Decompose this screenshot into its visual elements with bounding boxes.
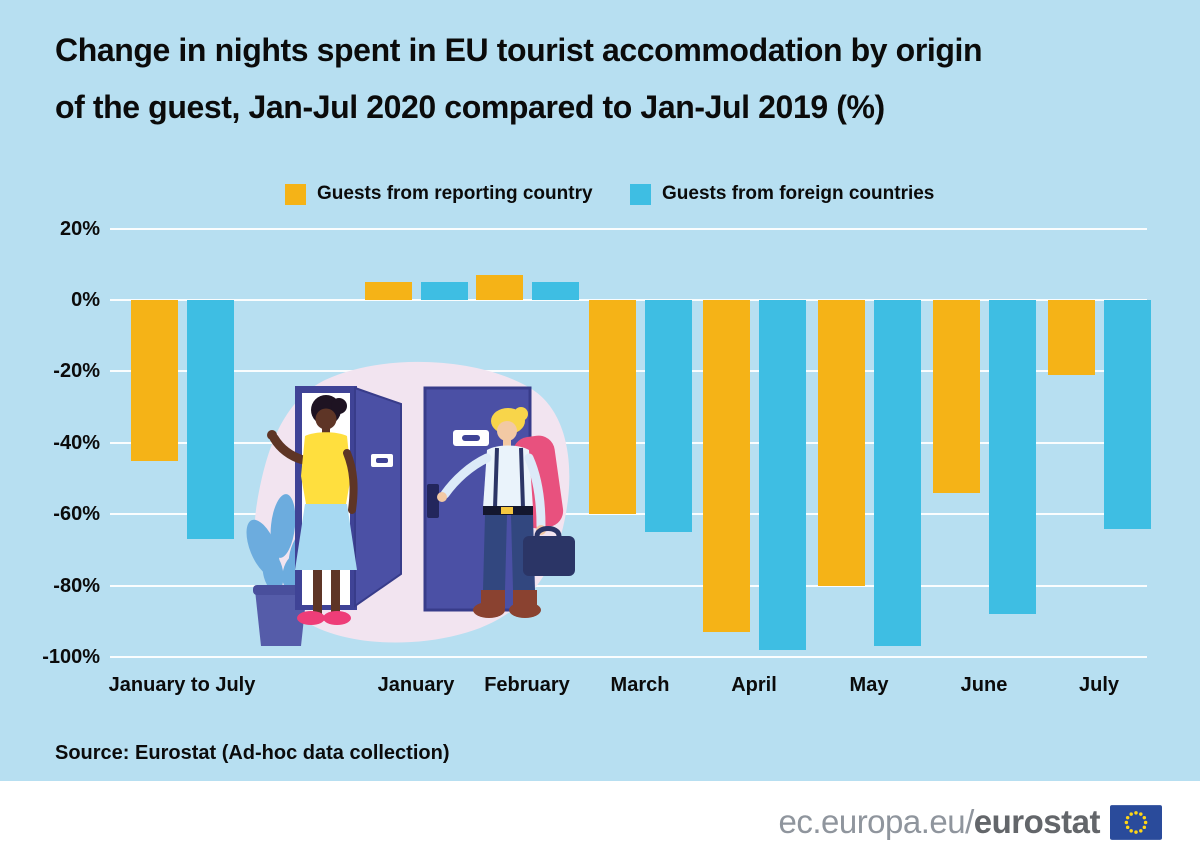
footer-url-bold: eurostat	[973, 803, 1101, 840]
x-axis-label: June	[960, 674, 1008, 696]
x-axis-label: May	[849, 674, 889, 696]
bar-april-foreign	[759, 300, 806, 650]
host-figure	[267, 395, 358, 625]
bar-may-reporting	[818, 300, 865, 586]
bar-june-reporting	[933, 300, 980, 493]
legend-swatch-reporting-country	[285, 183, 306, 205]
bar-january-to-july-foreign	[187, 300, 234, 539]
legend-label-foreign-countries: Guests from foreign countries	[662, 183, 935, 204]
legend-swatch-foreign-countries	[630, 183, 651, 205]
gridline	[110, 656, 1147, 659]
footer-url: ec.europa.eu/eurostat	[778, 803, 1100, 841]
legend-item-foreign-countries: Guests from foreign countries	[630, 183, 934, 205]
footer-branding: ec.europa.eu/eurostat	[778, 803, 1162, 841]
bar-june-foreign	[989, 300, 1036, 614]
footer-url-regular: ec.europa.eu/	[778, 803, 974, 840]
bar-july-foreign	[1104, 300, 1151, 529]
x-axis-label: July	[1078, 674, 1120, 696]
legend: Guests from reporting country Guests fro…	[0, 183, 1200, 209]
x-axis-label: March	[610, 674, 670, 696]
gridline	[110, 513, 1147, 516]
footer: ec.europa.eu/eurostat	[0, 781, 1200, 863]
y-axis-label: -40%	[53, 431, 100, 454]
y-axis-label: -80%	[53, 574, 100, 597]
bar-july-reporting	[1048, 300, 1095, 375]
bar-january-foreign	[421, 282, 468, 300]
chart-title-line2: of the guest, Jan-Jul 2020 compared to J…	[55, 89, 885, 125]
legend-item-reporting-country: Guests from reporting country	[285, 183, 593, 205]
y-axis-label: 20%	[59, 217, 100, 240]
bar-april-reporting	[703, 300, 750, 632]
x-axis-label: January to July	[108, 674, 256, 696]
legend-label-reporting-country: Guests from reporting country	[317, 183, 593, 204]
gridline	[110, 584, 1147, 587]
chart-title: Change in nights spent in EU tourist acc…	[55, 22, 983, 136]
x-axis-label: April	[731, 674, 777, 696]
y-axis-label: 0%	[71, 289, 100, 311]
bar-february-foreign	[532, 282, 579, 300]
y-axis-label: -100%	[42, 646, 100, 669]
source-note: Source: Eurostat (Ad-hoc data collection…	[55, 742, 450, 764]
traveler-figure	[437, 407, 575, 618]
bar-january-to-july-reporting	[131, 300, 178, 461]
x-axis-label: February	[484, 674, 570, 696]
bar-january-reporting	[365, 282, 412, 300]
bar-may-foreign	[874, 300, 921, 646]
bar-february-reporting	[476, 275, 523, 300]
x-axis-label: January	[377, 674, 455, 696]
bar-march-reporting	[589, 300, 636, 514]
y-axis-label: -20%	[53, 360, 100, 383]
hotel-doors-illustration	[246, 361, 575, 646]
eu-flag-icon	[1110, 804, 1162, 840]
chart-title-line1: Change in nights spent in EU tourist acc…	[55, 32, 983, 68]
gridline	[110, 227, 1147, 230]
y-axis-label: -60%	[53, 503, 100, 526]
bar-march-foreign	[645, 300, 692, 532]
